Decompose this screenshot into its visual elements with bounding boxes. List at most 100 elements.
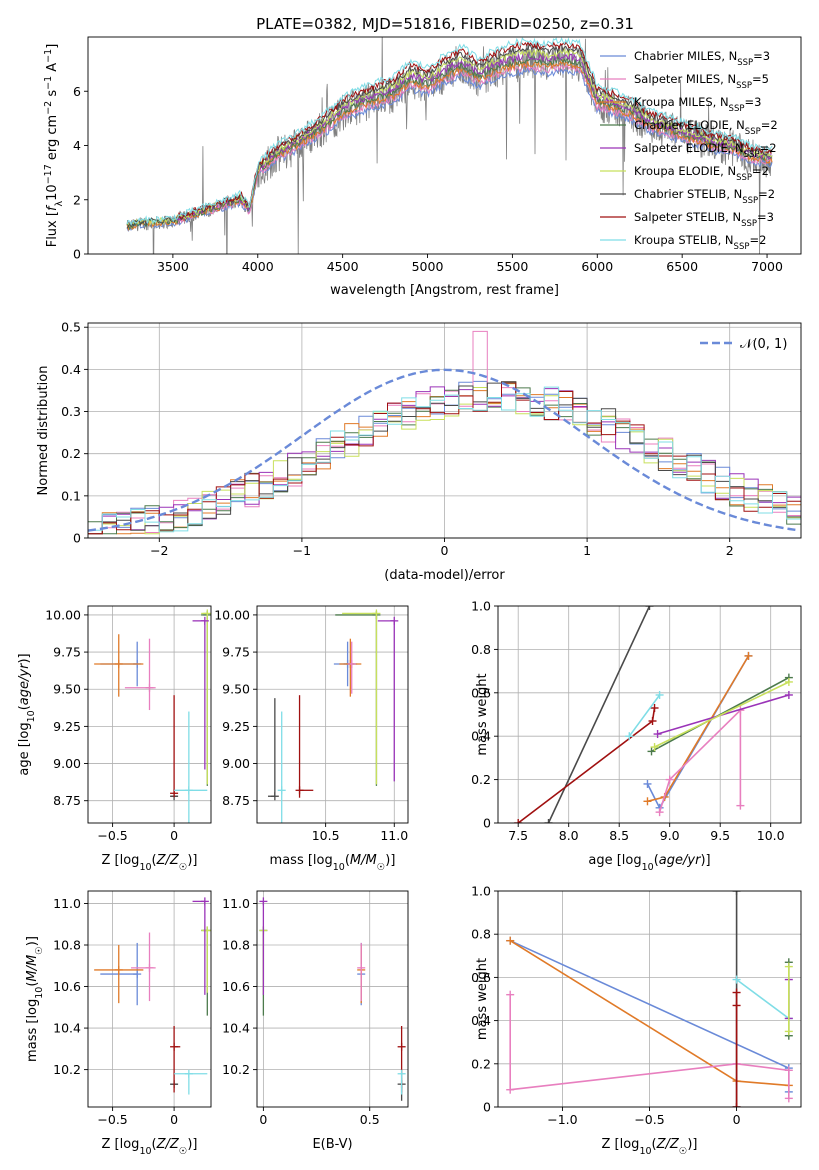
errorbar-point-salpeter-elodie — [192, 616, 209, 770]
residuals-panel: −2 −1 0 1 2 0 0.1 0.2 0.3 0.4 0.5 (data-model)/erro… — [36, 320, 802, 583]
x-tick-label: 4000 — [242, 259, 274, 274]
y-tick-label: 8.75 — [53, 793, 81, 808]
errorbar-point-kroupa-miles — [339, 638, 362, 697]
legend-label: Kroupa MILES, NSSP=3 — [634, 95, 761, 114]
x-tick-label: −0.5 — [97, 828, 127, 843]
histogram-salpeter-stelib — [88, 382, 801, 535]
x-axis-label: E(B-V) — [312, 1137, 352, 1152]
y-tick-label: 0.4 — [471, 1013, 491, 1028]
model-line-chabrier-stelib — [126, 44, 773, 229]
x-tick-label: −2 — [150, 543, 168, 558]
y-tick-label: 0.8 — [471, 927, 491, 942]
series-kroupa-stelib — [732, 975, 793, 1023]
errorbar-point-kroupa-elodie — [201, 609, 211, 785]
legend-label: Kroupa ELODIE, NSSP=2 — [634, 164, 769, 183]
errorbar-point-salpeter-elodie — [192, 897, 209, 995]
series-kroupa-elodie — [650, 677, 793, 752]
y-tick-label: 10.6 — [222, 979, 250, 994]
legend-label: Chabrier MILES, NSSP=3 — [634, 49, 770, 68]
x-tick-label: 3500 — [157, 259, 189, 274]
legend-label: Salpeter MILES, NSSP=5 — [634, 72, 769, 91]
y-tick-label: 0 — [483, 816, 491, 831]
x-tick-label: −1.0 — [547, 1112, 577, 1127]
x-tick-label: 7000 — [751, 259, 783, 274]
x-tick-label: 5000 — [412, 259, 444, 274]
x-tick-label: 6000 — [581, 259, 613, 274]
errorbar-point-salpeter-miles — [347, 641, 356, 694]
axes-frame — [256, 605, 409, 824]
y-tick-label: 0.6 — [471, 970, 491, 985]
errorbar-point-salpeter-miles — [357, 942, 366, 1002]
x-tick-label: 7.5 — [508, 828, 528, 843]
y-tick-label: 10.2 — [53, 1062, 81, 1077]
x-tick-label: 8.5 — [609, 828, 629, 843]
figure-title: PLATE=0382, MJD=51816, FIBERID=0250, z=0… — [256, 15, 634, 33]
model-line-kroupa-stelib — [126, 37, 773, 227]
errorbar-point-salpeter-stelib — [295, 695, 314, 798]
age-vs-mass-panel: 10.5 11.0 8.75 9.00 9.25 9.50 9.75 10.00 mass [l… — [214, 605, 409, 873]
x-tick-label: 6500 — [666, 259, 698, 274]
series-kroupa-miles — [643, 651, 753, 806]
y-tick-label: 0.6 — [471, 685, 491, 700]
legend-label: Salpeter ELODIE, NSSP=2 — [634, 141, 777, 160]
y-axis-label: mass weight — [475, 958, 490, 1040]
x-tick-label: 9.5 — [710, 828, 730, 843]
x-tick-label: 2 — [726, 543, 734, 558]
y-tick-label: 10.2 — [222, 1062, 250, 1077]
x-axis-label: Z [log10(Z/Z☉)] — [102, 1137, 198, 1157]
histogram-salpeter-elodie — [88, 386, 801, 535]
axes-frame — [87, 890, 212, 1108]
y-tick-label: 10.4 — [53, 1021, 81, 1036]
x-tick-label: 0 — [170, 828, 178, 843]
x-axis-label: wavelength [Angstrom, rest frame] — [330, 283, 559, 298]
errorbar-point-chabrier-elodie — [201, 926, 211, 1016]
errorbar-point-kroupa-miles — [94, 634, 144, 697]
massweight-vs-age-panel: 7.5 8.0 8.5 9.0 9.5 10.0 0 0.2 0.4 0.6 0.8 1.0 age [… — [471, 599, 802, 873]
errorbar-point-salpeter-miles — [124, 638, 156, 711]
x-tick-label: 1 — [583, 543, 591, 558]
x-tick-label: 0 — [259, 1112, 267, 1127]
massweight-vs-metallicity-panel: −1.0 −0.5 0 0 0.2 0.4 0.6 0.8 1.0 Z [log10(Z/Z☉)]… — [471, 884, 802, 1157]
errorbar-point-kroupa-stelib — [277, 711, 286, 823]
x-tick-label: 10.0 — [757, 828, 785, 843]
errorbar-point-kroupa-stelib — [174, 711, 208, 823]
spectrum-panel: 3500 4000 4500 5000 5500 6000 6500 7000 0 2 4 6 wave… — [43, 36, 802, 298]
mass-vs-ebv-panel: 0 0.5 10.2 10.4 10.6 10.8 11.0 E(B-V) — [222, 890, 409, 1152]
series-salpeter-stelib — [514, 703, 659, 823]
errorbar-point-kroupa-stelib — [397, 1069, 406, 1095]
x-tick-label: 0 — [170, 1112, 178, 1127]
y-tick-label: 9.50 — [222, 682, 250, 697]
y-tick-label: 10.00 — [45, 607, 81, 622]
y-tick-label: 0.4 — [471, 729, 491, 744]
x-tick-label: 9.0 — [660, 828, 680, 843]
y-tick-label: 9.25 — [53, 719, 81, 734]
x-tick-label: 0 — [733, 1112, 741, 1127]
y-tick-label: 0 — [73, 531, 81, 546]
y-tick-label: 0.4 — [61, 362, 81, 377]
y-tick-label: 0.8 — [471, 642, 491, 657]
y-tick-label: 0.2 — [61, 446, 81, 461]
errorbar-point-chabrier-miles — [100, 942, 142, 1006]
histogram-chabrier-stelib — [88, 381, 801, 535]
y-axis-label: age [log10(age/yr)] — [17, 653, 37, 775]
legend-label: Chabrier STELIB, NSSP=2 — [634, 187, 775, 206]
series-kroupa-elodie — [784, 962, 793, 1036]
axes-frame — [256, 890, 409, 1108]
x-tick-label: −0.5 — [634, 1112, 664, 1127]
y-tick-label: 0.5 — [61, 320, 81, 335]
model-line-kroupa-elodie — [126, 47, 773, 229]
x-axis-label: Z [log10(Z/Z☉)] — [102, 853, 198, 873]
x-tick-label: 8.0 — [559, 828, 579, 843]
series-chabrier-stelib — [544, 606, 654, 823]
errorbar-point-salpeter-miles — [131, 932, 156, 1002]
y-tick-label: 9.25 — [222, 719, 250, 734]
errorbar-point-chabrier-stelib — [267, 698, 279, 801]
y-tick-label: 10.8 — [222, 938, 250, 953]
x-tick-label: 11.0 — [380, 828, 408, 843]
x-axis-label: Z [log10(Z/Z☉)] — [602, 1137, 698, 1157]
errorbar-point-salpeter-stelib — [170, 695, 179, 798]
gaussian-reference-line — [87, 368, 799, 532]
legend-label: 𝒩(0, 1) — [740, 337, 787, 352]
errorbar-point-kroupa-elodie — [342, 609, 381, 785]
